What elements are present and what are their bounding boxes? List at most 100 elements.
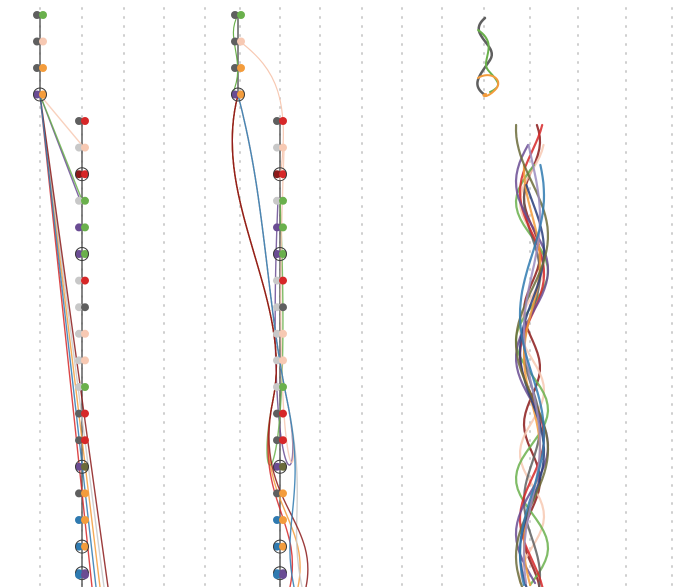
middle-commit-dot (279, 571, 287, 579)
left-commit-ring (75, 539, 89, 554)
middle-commit-dot (279, 223, 287, 232)
left-commit-dot (33, 11, 41, 19)
left-commit-ring (75, 247, 89, 261)
middle-commit-dot (273, 542, 281, 551)
middle-commit-dot (273, 170, 281, 179)
left-commit-dot (33, 64, 41, 72)
middle-commit-dot (231, 37, 239, 46)
left-commit-dot (75, 250, 83, 258)
middle-commit-dot (273, 516, 281, 524)
left-edge (39, 94, 83, 201)
middle-commit-dot (237, 90, 245, 99)
left-commit-dot (81, 516, 89, 524)
middle-commit-dot (273, 329, 281, 338)
left-commit-dot (39, 37, 47, 46)
middle-commit-dot (279, 383, 287, 391)
middle-commit-dot (279, 356, 287, 365)
strand (514, 123, 550, 587)
left-commit-dot (81, 462, 89, 471)
middle-commit-dot (273, 383, 281, 391)
left-commit-dot (81, 571, 89, 579)
middle-edge (231, 94, 309, 587)
middle-commit-ring (273, 247, 287, 261)
left-commit-dot (81, 489, 89, 498)
middle-commit-dot (279, 462, 287, 471)
left-commit-dot (75, 276, 83, 285)
middle-commit-dot (273, 409, 281, 418)
middle-commit-dot (237, 64, 245, 72)
left-commit-dot (75, 462, 83, 471)
middle-commit-dot (279, 250, 287, 258)
left-commit-dot (75, 489, 83, 498)
middle-commit-dot (279, 516, 287, 524)
left-commit-ring (75, 459, 89, 474)
left-commit-dot (81, 196, 89, 205)
left-commit-dot (75, 542, 83, 551)
middle-commit-ring (231, 87, 245, 102)
left-commit-dot (75, 356, 83, 365)
left-commit-dot (75, 170, 83, 179)
left-commit-dot (75, 436, 83, 445)
left-commit-dot (81, 170, 89, 179)
middle-commit-dot (279, 143, 287, 152)
middle-commit-dot (279, 436, 287, 445)
left-commit-dot (81, 117, 89, 125)
middle-commit-dot (279, 329, 287, 338)
left-commit-dot (81, 303, 89, 312)
middle-commit-dot (279, 303, 287, 312)
strand (518, 163, 546, 587)
middle-commit-dot (273, 117, 281, 125)
middle-commit-ring (273, 539, 287, 554)
middle-commit-dot (231, 11, 239, 19)
left-commit-dot (81, 542, 89, 551)
left-edge (39, 94, 109, 587)
middle-commit-dot (273, 356, 281, 365)
left-commit-dot (75, 329, 83, 338)
left-commit-dot (39, 64, 47, 72)
dotted-grid (39, 7, 673, 587)
left-commit-dot (81, 143, 89, 152)
left-commit-dot (75, 196, 83, 205)
middle-commit-dot (273, 436, 281, 445)
middle-commit-dot (231, 64, 239, 72)
left-commit-dot (81, 409, 89, 418)
left-commit-dot (75, 117, 83, 125)
middle-commit-dot (273, 196, 281, 205)
middle-commit-dot (279, 409, 287, 418)
left-commit-dot (75, 409, 83, 418)
left-commit-dot (81, 329, 89, 338)
middle-commit-dot (237, 37, 245, 46)
left-commit-dot (81, 223, 89, 232)
middle-edge (237, 94, 296, 587)
middle-edge (231, 14, 239, 96)
left-commit-ring (75, 167, 89, 182)
middle-commit-ring (273, 459, 287, 474)
middle-commit-dot (273, 489, 281, 498)
panel-right (476, 16, 550, 587)
strand (514, 143, 550, 585)
strand (518, 143, 546, 585)
middle-commit-dot (279, 117, 287, 125)
strand (477, 74, 500, 98)
left-commit-dot (75, 143, 83, 152)
middle-commit-dot (279, 196, 287, 205)
left-commit-dot (81, 250, 89, 258)
middle-commit-dot (273, 143, 281, 152)
left-commit-dot (75, 571, 83, 579)
middle-commit-dot (279, 489, 287, 498)
left-commit-dot (81, 436, 89, 445)
middle-commit-dot (231, 90, 239, 99)
middle-commit-dot (279, 170, 287, 179)
left-commit-dot (75, 383, 83, 391)
middle-commit-dot (273, 303, 281, 312)
left-commit-dot (81, 276, 89, 285)
left-commit-dot (75, 223, 83, 232)
left-edge (39, 94, 97, 587)
middle-commit-dot (279, 542, 287, 551)
left-commit-dot (33, 37, 41, 46)
left-commit-dot (33, 90, 41, 99)
panel-left (33, 11, 109, 587)
left-commit-dot (75, 516, 83, 524)
left-commit-dot (75, 303, 83, 312)
